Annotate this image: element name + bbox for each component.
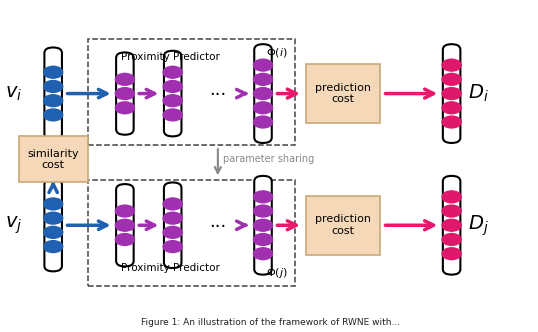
FancyBboxPatch shape	[306, 196, 380, 255]
Circle shape	[44, 66, 63, 78]
Circle shape	[253, 205, 273, 217]
Circle shape	[115, 102, 134, 114]
Circle shape	[253, 88, 273, 100]
FancyBboxPatch shape	[164, 183, 181, 268]
FancyBboxPatch shape	[306, 64, 380, 123]
FancyBboxPatch shape	[19, 136, 88, 183]
Text: $v_j$: $v_j$	[5, 214, 23, 236]
Circle shape	[163, 198, 182, 210]
Circle shape	[44, 81, 63, 92]
Circle shape	[442, 219, 461, 231]
Text: $\Phi(i)$: $\Phi(i)$	[266, 46, 287, 59]
Circle shape	[442, 88, 461, 100]
FancyBboxPatch shape	[254, 44, 272, 143]
Circle shape	[44, 226, 63, 238]
Text: $D_i$: $D_i$	[469, 83, 489, 104]
Circle shape	[163, 241, 182, 253]
Circle shape	[442, 233, 461, 245]
Circle shape	[163, 95, 182, 107]
Bar	[88, 180, 295, 286]
Bar	[88, 39, 295, 145]
Circle shape	[115, 88, 134, 100]
Circle shape	[442, 102, 461, 114]
Text: $D_j$: $D_j$	[469, 213, 489, 237]
Circle shape	[442, 59, 461, 71]
Circle shape	[44, 212, 63, 224]
Text: Proximity Predictor: Proximity Predictor	[121, 263, 220, 273]
Circle shape	[253, 73, 273, 85]
FancyBboxPatch shape	[443, 44, 461, 143]
Circle shape	[115, 219, 134, 231]
Text: Proximity Predictor: Proximity Predictor	[121, 52, 220, 62]
Circle shape	[253, 248, 273, 260]
Circle shape	[44, 241, 63, 253]
Circle shape	[115, 205, 134, 217]
Text: parameter sharing: parameter sharing	[223, 154, 314, 164]
Circle shape	[163, 66, 182, 78]
Circle shape	[163, 81, 182, 92]
Text: $\Phi(j)$: $\Phi(j)$	[266, 266, 287, 280]
Text: Figure 1: An illustration of the framework of RWNE with...: Figure 1: An illustration of the framewo…	[141, 318, 401, 327]
Circle shape	[163, 109, 182, 121]
Circle shape	[253, 219, 273, 231]
FancyBboxPatch shape	[116, 52, 133, 135]
Text: ...: ...	[209, 81, 226, 99]
FancyBboxPatch shape	[443, 176, 461, 275]
Circle shape	[442, 116, 461, 128]
Circle shape	[44, 109, 63, 121]
Circle shape	[115, 73, 134, 85]
Circle shape	[253, 116, 273, 128]
Circle shape	[115, 233, 134, 245]
FancyBboxPatch shape	[45, 179, 62, 271]
Circle shape	[253, 102, 273, 114]
FancyBboxPatch shape	[45, 47, 62, 140]
FancyBboxPatch shape	[116, 184, 133, 266]
FancyBboxPatch shape	[164, 51, 181, 136]
Text: ...: ...	[209, 213, 226, 231]
Text: prediction
cost: prediction cost	[315, 83, 371, 104]
Circle shape	[442, 205, 461, 217]
Text: prediction
cost: prediction cost	[315, 214, 371, 236]
Circle shape	[253, 233, 273, 245]
Circle shape	[442, 191, 461, 203]
Circle shape	[442, 248, 461, 260]
FancyBboxPatch shape	[254, 176, 272, 275]
Circle shape	[253, 59, 273, 71]
Circle shape	[253, 191, 273, 203]
Circle shape	[44, 198, 63, 210]
Circle shape	[442, 73, 461, 85]
Text: $v_i$: $v_i$	[5, 84, 23, 103]
Circle shape	[44, 95, 63, 107]
Circle shape	[163, 226, 182, 238]
Circle shape	[163, 212, 182, 224]
Text: similarity
cost: similarity cost	[27, 149, 79, 170]
